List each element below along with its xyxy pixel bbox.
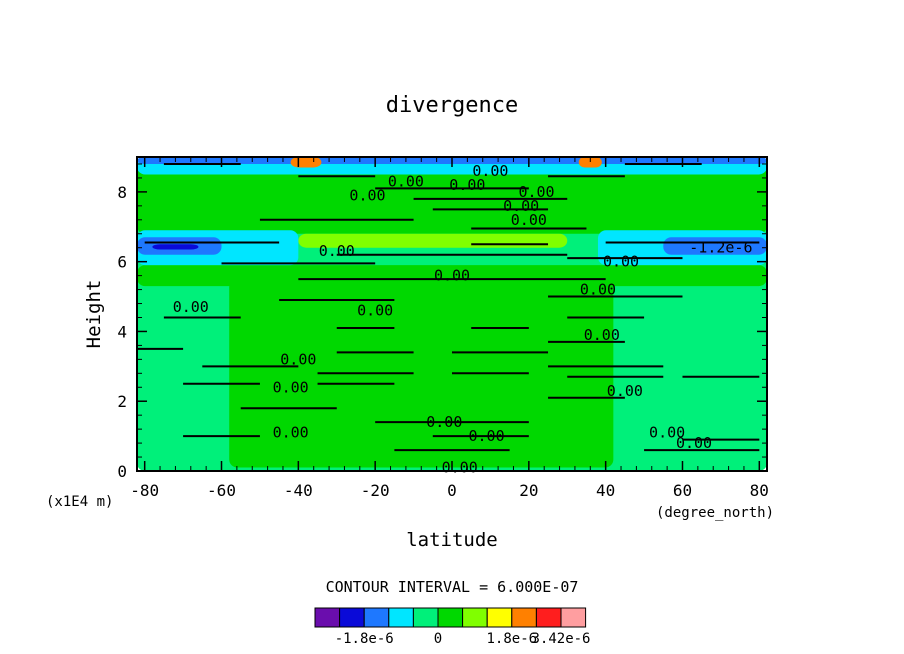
contour-label: 0.00	[511, 211, 547, 229]
x-tick-label: -20	[361, 481, 390, 500]
colorbar-swatch	[412, 607, 439, 628]
colorbar-swatch	[437, 607, 464, 628]
contour-band	[229, 279, 614, 468]
contour-label: 0.00	[607, 382, 643, 400]
contour-label: 0.00	[584, 326, 620, 344]
contour-label: 0.00	[503, 197, 539, 215]
contour-label: 0.00	[173, 298, 209, 316]
contour-band	[578, 157, 602, 168]
colorbar-swatch	[339, 607, 365, 628]
y-units-label: (x1E4 m)	[46, 494, 113, 510]
y-tick-label: 0	[117, 462, 127, 481]
colorbar-swatch	[363, 607, 390, 628]
contour-band	[152, 244, 199, 250]
colorbar-label: 0	[434, 631, 442, 647]
contour-band	[290, 157, 322, 168]
contour-label: 0.00	[580, 281, 616, 299]
contour-interval-label: CONTOUR INTERVAL = 6.000E-07	[326, 578, 579, 596]
chart-title: divergence	[386, 93, 518, 118]
colorbar-label: 3.42e-6	[531, 631, 590, 647]
x-tick-label: 80	[750, 481, 769, 500]
colorbar-label: -1.8e-6	[335, 631, 394, 647]
y-axis: 0 2 4 6 8	[117, 163, 767, 481]
contour-band	[137, 167, 767, 234]
x-axis-label: latitude	[406, 529, 498, 551]
contour-label: 0.00	[273, 424, 309, 442]
x-tick-label: -80	[130, 481, 159, 500]
contour-lines	[137, 162, 760, 452]
contour-label: 0.00	[603, 253, 639, 271]
colorbar-swatch	[314, 607, 341, 628]
contour-label: 0.00	[469, 427, 505, 445]
contour-label: 0.00	[518, 183, 554, 201]
contour-label: 0.00	[449, 176, 485, 194]
x-tick-label: 20	[519, 481, 538, 500]
contour-label: 0.00	[426, 413, 462, 431]
contour-band	[137, 265, 767, 287]
x-tick-label: 40	[596, 481, 615, 500]
colorbar-swatch	[462, 607, 488, 628]
contour-label: 0.00	[349, 186, 385, 204]
contour-label: 0.00	[442, 459, 478, 477]
colorbar-swatch	[486, 607, 513, 628]
y-tick-label: 2	[117, 392, 127, 411]
contour-label: 0.00	[434, 267, 470, 285]
contour-label: 0.00	[676, 434, 712, 452]
contour-labels: 0.00 0.000.000.00 0.000.000.000.000.00-1.2…	[173, 162, 753, 477]
contour-label: 0.00	[649, 424, 685, 442]
x-axis: -80 -60 -40 -20 0 20 40 60 80	[130, 157, 769, 500]
colorbar-swatch	[560, 607, 587, 628]
colorbar-label: 1.8e-6	[487, 631, 538, 647]
contour-label: 0.00	[319, 242, 355, 260]
colorbar-swatch	[535, 607, 562, 628]
colorbar-swatch	[511, 607, 537, 628]
x-units-label: (degree_north)	[656, 505, 774, 521]
contour-label: 0.00	[388, 172, 424, 190]
contour-label: 0.00	[357, 302, 393, 320]
y-tick-label: 8	[117, 183, 127, 202]
x-tick-label: 0	[447, 481, 457, 500]
y-axis-label: Height	[83, 280, 105, 349]
contour-label: 0.00	[273, 378, 309, 396]
y-tick-label: 6	[117, 253, 127, 272]
y-tick-label: 4	[117, 322, 127, 341]
contour-label: 0.00	[472, 162, 508, 180]
colorbar-swatch	[388, 607, 414, 628]
colorbar	[314, 607, 587, 628]
contour-label: 0.00	[280, 350, 316, 368]
x-tick-label: -60	[207, 481, 236, 500]
contour-label: -1.2e-6	[689, 239, 752, 257]
colorbar-labels: -1.8e-6 0 1.8e-63.42e-6	[335, 631, 591, 647]
x-tick-label: 60	[673, 481, 692, 500]
x-tick-label: -40	[284, 481, 313, 500]
